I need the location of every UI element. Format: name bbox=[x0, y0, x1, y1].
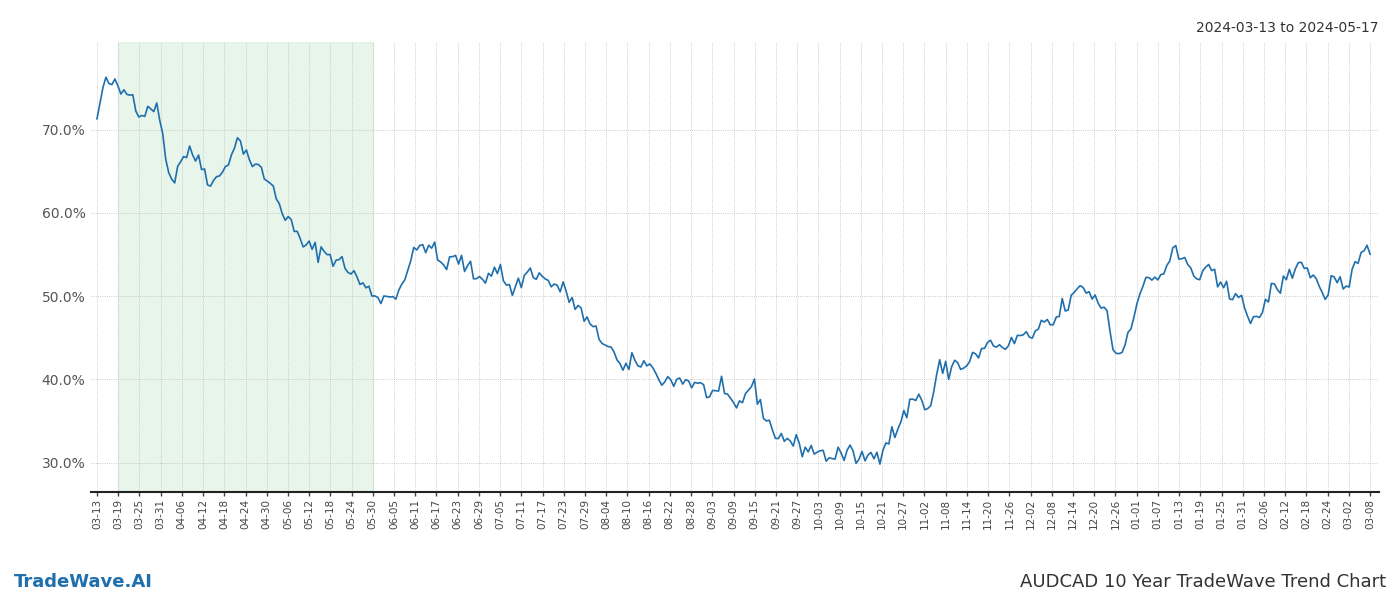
Text: 2024-03-13 to 2024-05-17: 2024-03-13 to 2024-05-17 bbox=[1197, 21, 1379, 35]
Text: AUDCAD 10 Year TradeWave Trend Chart: AUDCAD 10 Year TradeWave Trend Chart bbox=[1019, 573, 1386, 591]
Bar bbox=[118, 42, 372, 492]
Text: TradeWave.AI: TradeWave.AI bbox=[14, 573, 153, 591]
